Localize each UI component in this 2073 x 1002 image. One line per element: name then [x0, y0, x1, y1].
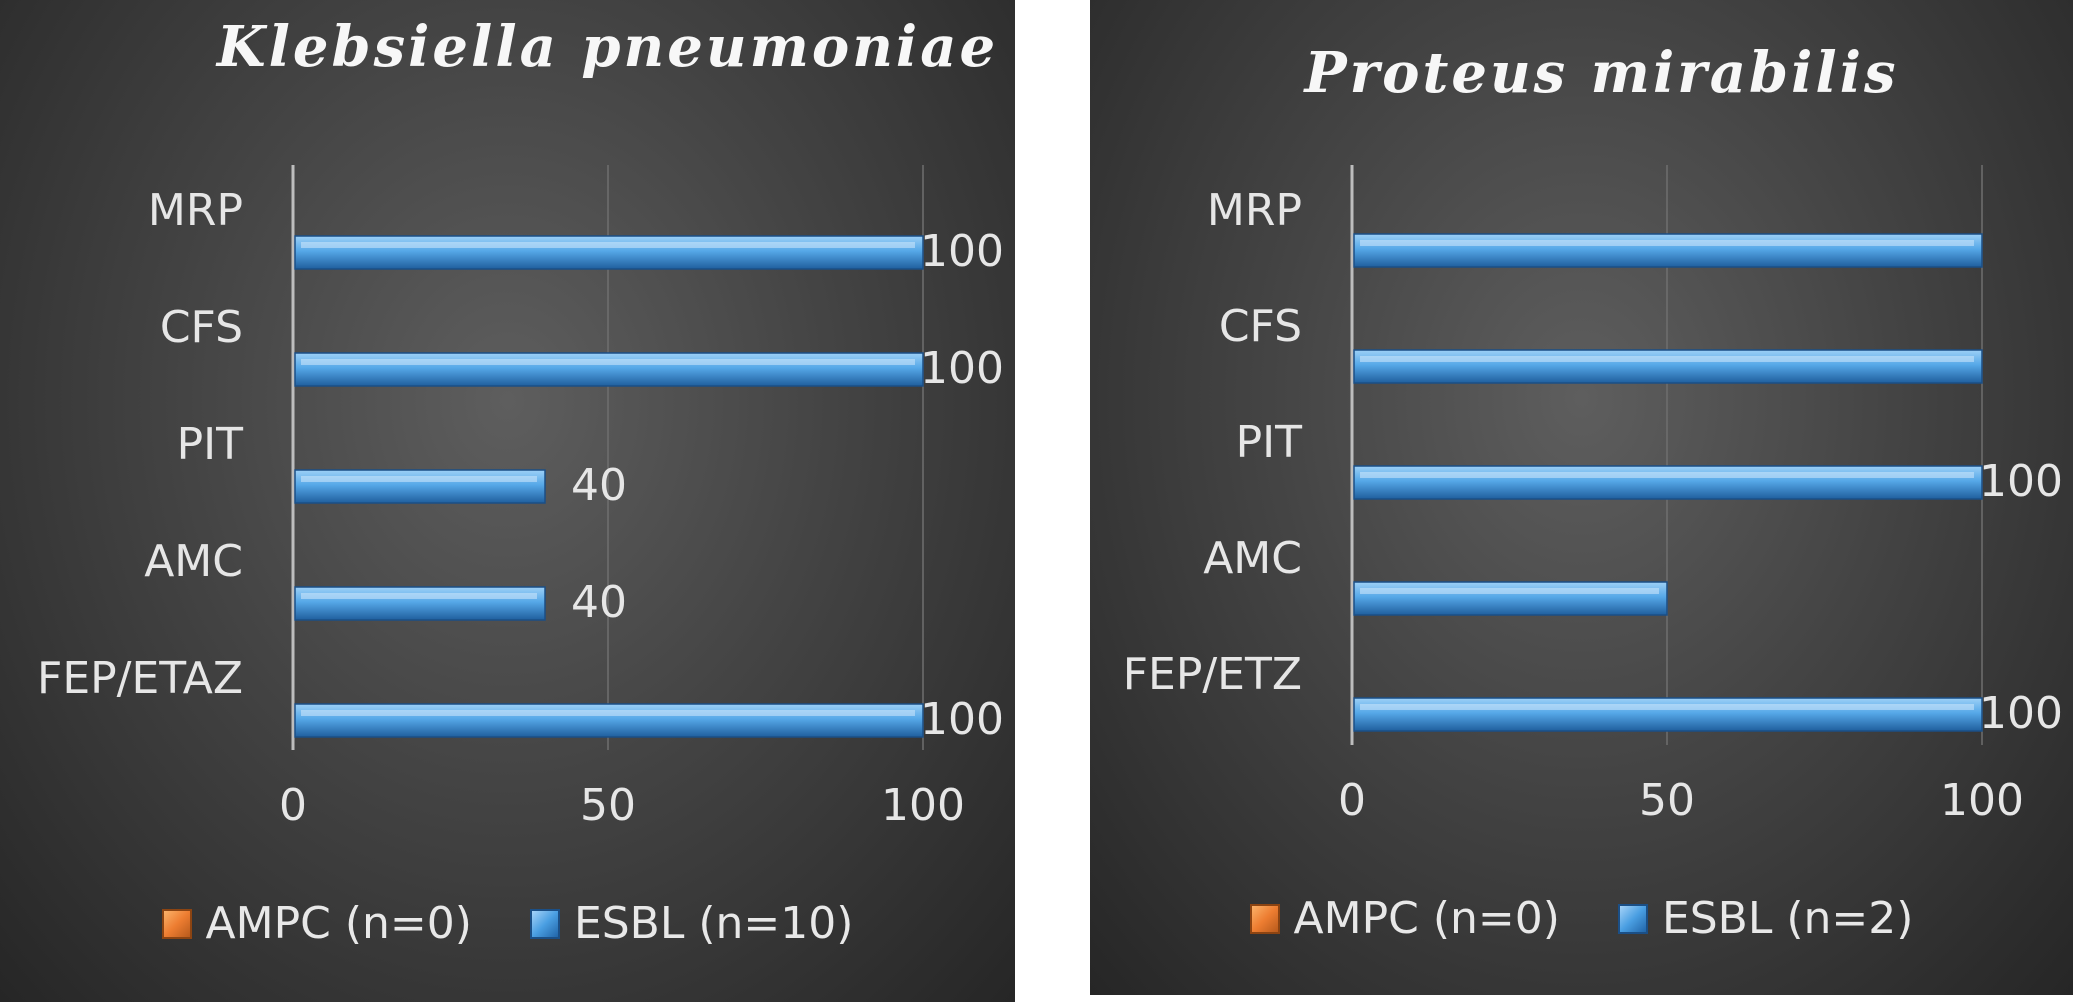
- legend-item-ampc: AMPC (n=0): [161, 898, 472, 949]
- bar-highlight: [301, 710, 915, 716]
- category-label: PIT: [177, 419, 244, 470]
- chart-legend: AMPC (n=0) ESBL (n=10): [0, 898, 1015, 949]
- data-label: 100: [920, 226, 1004, 277]
- bar-highlight: [301, 359, 915, 365]
- chart-panel-klebsiella: Klebsiella pneumoniae 0 50 100 MRP 100 CFS 100…: [0, 0, 1015, 1002]
- data-label: 40: [571, 460, 627, 511]
- legend-item-ampc: AMPC (n=0): [1249, 893, 1560, 944]
- x-tick-label: 50: [580, 780, 636, 831]
- x-tick-label: 0: [279, 780, 307, 831]
- x-tick-label: 0: [1338, 775, 1366, 826]
- bar-esbl: [1353, 349, 1983, 384]
- category-label: AMC: [1203, 533, 1302, 584]
- category-label: AMC: [144, 536, 243, 587]
- data-label: 100: [920, 343, 1004, 394]
- legend-label-esbl: ESBL (n=10): [573, 898, 854, 949]
- bar-chart-plot: 0 50 100 MRP CFS PIT 100 AMC FEP/ETZ 100: [1123, 165, 2063, 826]
- category-label: PIT: [1236, 417, 1303, 468]
- legend-label-ampc: AMPC (n=0): [205, 898, 472, 949]
- bar-esbl: [1353, 581, 1668, 616]
- bar-highlight: [1360, 472, 1974, 478]
- bar-esbl: [294, 352, 924, 387]
- x-tick-label: 100: [1940, 775, 2024, 826]
- data-label: 100: [1979, 688, 2063, 739]
- bar-esbl: [1353, 233, 1983, 268]
- bar-highlight: [1360, 356, 1974, 362]
- x-tick-label: 100: [881, 780, 965, 831]
- esbl-swatch-icon: [529, 908, 560, 939]
- bar-highlight: [1360, 240, 1974, 246]
- bar-highlight: [301, 242, 915, 248]
- bar-esbl: [294, 235, 924, 270]
- legend-item-esbl: ESBL (n=10): [529, 898, 854, 949]
- bar-highlight: [1360, 588, 1659, 594]
- data-label: 40: [571, 577, 627, 628]
- bar-esbl: [294, 469, 546, 504]
- legend-label-esbl: ESBL (n=2): [1661, 893, 1914, 944]
- chart-legend: AMPC (n=0) ESBL (n=2): [1090, 893, 2073, 944]
- legend-label-ampc: AMPC (n=0): [1293, 893, 1560, 944]
- data-label: 100: [1979, 456, 2063, 507]
- data-label: 100: [920, 694, 1004, 745]
- x-tick-label: 50: [1639, 775, 1695, 826]
- category-label: MRP: [148, 185, 243, 236]
- bar-esbl: [1353, 697, 1983, 732]
- bar-highlight: [301, 476, 537, 482]
- category-label: CFS: [1219, 301, 1302, 352]
- chart-panel-proteus: Proteus mirabilis 0 50 100 MRP CFS PIT 100 AMC F…: [1090, 0, 2073, 995]
- bar-esbl: [294, 703, 924, 738]
- bar-highlight: [301, 593, 537, 599]
- category-label: FEP/ETZ: [1123, 649, 1302, 700]
- category-label: FEP/ETAZ: [37, 653, 243, 704]
- ampc-swatch-icon: [1249, 903, 1280, 934]
- bar-esbl: [294, 586, 546, 621]
- legend-item-esbl: ESBL (n=2): [1617, 893, 1914, 944]
- bar-esbl: [1353, 465, 1983, 500]
- bar-chart-plot: 0 50 100 MRP 100 CFS 100 PIT 40 AMC 40 FEP/ETAZ 100: [37, 165, 1004, 831]
- category-label: CFS: [160, 302, 243, 353]
- chart-title: Proteus mirabilis: [1304, 40, 1899, 106]
- category-label: MRP: [1207, 185, 1302, 236]
- esbl-swatch-icon: [1617, 903, 1648, 934]
- ampc-swatch-icon: [161, 908, 192, 939]
- chart-title: Klebsiella pneumoniae: [216, 14, 999, 80]
- bar-highlight: [1360, 704, 1974, 710]
